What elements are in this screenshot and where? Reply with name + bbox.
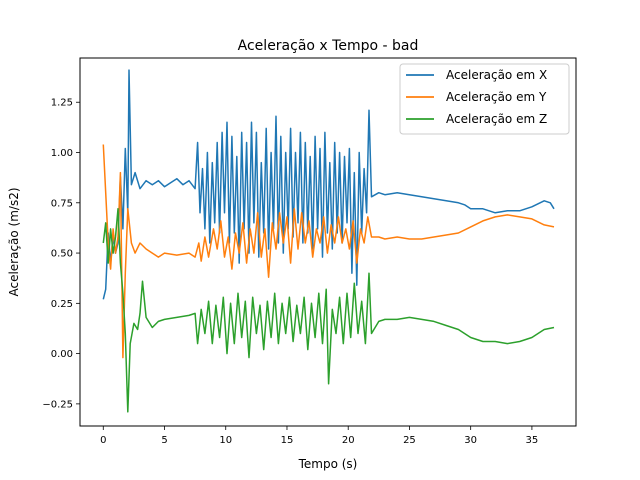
chart-title: Aceleração x Tempo - bad: [238, 38, 419, 54]
y-tick-label: 1.00: [51, 148, 73, 159]
y-tick-label: 0.75: [51, 198, 73, 209]
y-axis-ticks: −0.25 0.00 0.25 0.50 0.75 1.00 1.25: [42, 98, 80, 410]
legend-label-0: Aceleração em X: [446, 68, 547, 82]
y-tick-label: 0.25: [51, 299, 73, 310]
x-tick-label: 0: [100, 435, 106, 446]
series-line-2: [102, 208, 555, 413]
y-tick-label: 0.00: [51, 349, 73, 360]
axes-frame: [79, 57, 577, 427]
y-tick-label: −0.25: [42, 399, 73, 410]
x-tick-label: 10: [219, 435, 232, 446]
x-tick-label: 5: [161, 435, 167, 446]
x-tick-label: 15: [281, 435, 294, 446]
y-axis-label: Aceleração (m/s2): [7, 187, 21, 296]
x-tick-label: 25: [403, 435, 416, 446]
x-axis-ticks: 0 5 10 15 20 25 30 35: [100, 426, 538, 446]
x-tick-label: 20: [342, 435, 355, 446]
y-tick-label: 0.50: [51, 249, 73, 260]
x-tick-label: 30: [464, 435, 477, 446]
x-axis-label: Tempo (s): [298, 457, 358, 471]
legend-label-2: Aceleração em Z: [446, 112, 547, 126]
legend-box: [399, 63, 570, 135]
legend-label-1: Aceleração em Y: [446, 90, 547, 104]
series-line-0: [102, 69, 555, 300]
series-line-1: [102, 144, 555, 359]
x-tick-label: 35: [526, 435, 539, 446]
y-tick-label: 1.25: [51, 98, 73, 109]
plot-area: [102, 69, 555, 413]
legend: Aceleração em X Aceleração em Y Aceleração…: [399, 63, 570, 135]
